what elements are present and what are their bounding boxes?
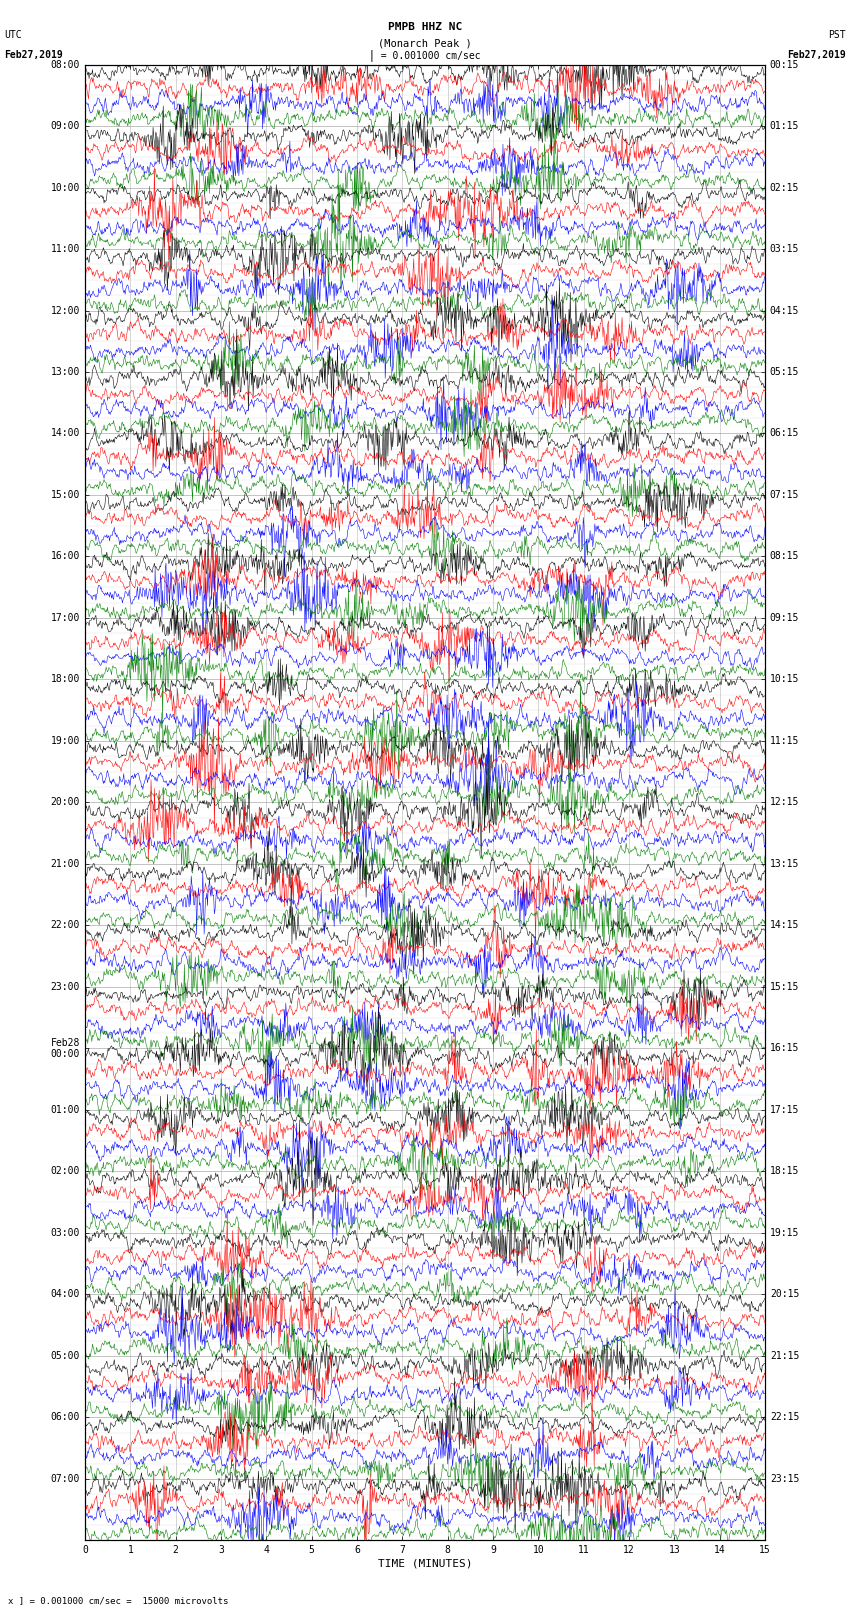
Text: Feb27,2019: Feb27,2019 — [4, 50, 63, 60]
Text: PST: PST — [828, 31, 846, 40]
Text: x ] = 0.001000 cm/sec =  15000 microvolts: x ] = 0.001000 cm/sec = 15000 microvolts — [8, 1595, 229, 1605]
Text: PMPB HHZ NC: PMPB HHZ NC — [388, 23, 462, 32]
X-axis label: TIME (MINUTES): TIME (MINUTES) — [377, 1558, 473, 1568]
Text: UTC: UTC — [4, 31, 22, 40]
Text: (Monarch Peak ): (Monarch Peak ) — [378, 39, 472, 48]
Text: ⎮ = 0.001000 cm/sec: ⎮ = 0.001000 cm/sec — [369, 50, 481, 61]
Text: Feb27,2019: Feb27,2019 — [787, 50, 846, 60]
